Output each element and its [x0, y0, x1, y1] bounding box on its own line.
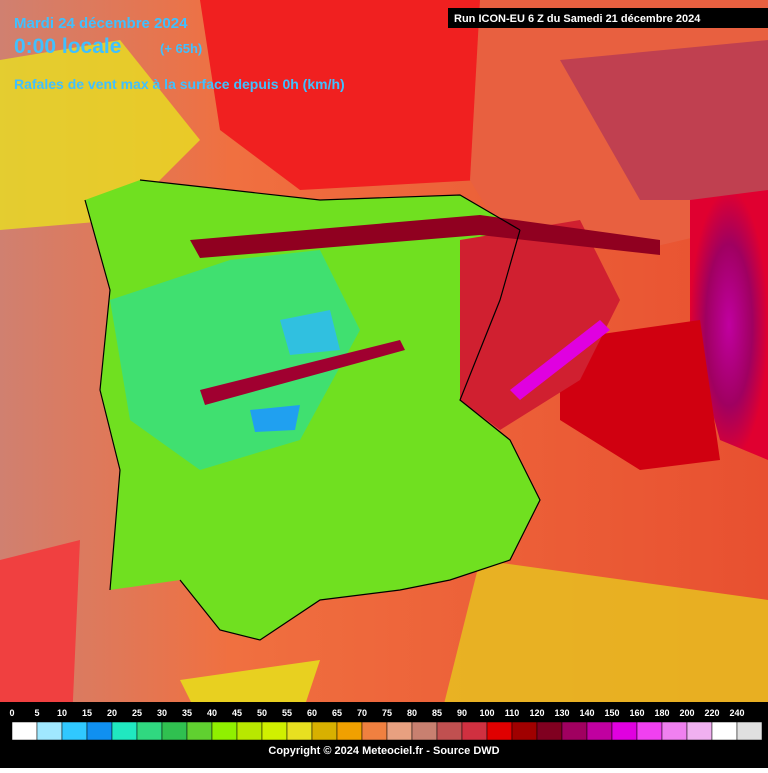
legend-label: 120	[529, 708, 544, 718]
forecast-offset: (+ 65h)	[160, 41, 202, 56]
legend-label: 160	[629, 708, 644, 718]
legend-swatch	[686, 721, 713, 741]
legend-swatch	[11, 721, 38, 741]
legend-label: 55	[282, 708, 292, 718]
legend-swatch	[311, 721, 338, 741]
run-info: Run ICON-EU 6 Z du Samedi 21 décembre 20…	[454, 13, 701, 25]
legend-label: 130	[554, 708, 569, 718]
time: 0:00 locale	[14, 35, 121, 58]
legend-label: 90	[457, 708, 467, 718]
legend-swatch	[561, 721, 588, 741]
legend-swatch	[486, 721, 513, 741]
legend-swatch	[161, 721, 188, 741]
legend: 0 5 10 15 20 25 30 35 40 45 50 55 60 65 70 75 80 85 90 100 1…	[9, 708, 763, 741]
legend-swatch	[361, 721, 388, 741]
legend-swatch	[536, 721, 563, 741]
legend-label: 5	[34, 708, 39, 718]
legend-label: 200	[679, 708, 694, 718]
copyright: Copyright © 2024 Meteociel.fr - Source D…	[268, 745, 499, 757]
legend-label: 180	[654, 708, 669, 718]
legend-swatch	[61, 721, 88, 741]
legend-swatch	[286, 721, 313, 741]
legend-label: 75	[382, 708, 392, 718]
legend-label: 45	[232, 708, 242, 718]
legend-label: 140	[579, 708, 594, 718]
legend-label: 35	[182, 708, 192, 718]
run-box	[448, 8, 768, 28]
legend-swatch	[436, 721, 463, 741]
legend-label: 0	[9, 708, 14, 718]
legend-swatch	[336, 721, 363, 741]
legend-label: 85	[432, 708, 442, 718]
legend-label: 40	[207, 708, 217, 718]
legend-swatch	[661, 721, 688, 741]
legend-label: 65	[332, 708, 342, 718]
legend-swatch	[136, 721, 163, 741]
legend-swatch	[186, 721, 213, 741]
legend-label: 30	[157, 708, 167, 718]
legend-label: 220	[704, 708, 719, 718]
legend-swatch	[211, 721, 238, 741]
legend-swatch	[236, 721, 263, 741]
legend-swatch	[611, 721, 638, 741]
legend-label: 25	[132, 708, 142, 718]
legend-label: 80	[407, 708, 417, 718]
legend-swatch	[711, 721, 738, 741]
legend-label: 110	[505, 708, 520, 718]
legend-swatch	[36, 721, 63, 741]
legend-label: 70	[357, 708, 367, 718]
legend-swatch	[736, 721, 763, 741]
legend-swatch	[261, 721, 288, 741]
legend-label: 150	[604, 708, 619, 718]
legend-swatch	[86, 721, 113, 741]
legend-swatch	[411, 721, 438, 741]
date: Mardi 24 décembre 2024	[14, 15, 188, 32]
legend-swatch	[111, 721, 138, 741]
legend-label: 50	[257, 708, 267, 718]
legend-label: 15	[82, 708, 92, 718]
legend-swatch	[636, 721, 663, 741]
legend-label: 240	[729, 708, 744, 718]
legend-label: 20	[107, 708, 117, 718]
legend-label: 10	[57, 708, 67, 718]
legend-swatch	[461, 721, 488, 741]
legend-label: 60	[307, 708, 317, 718]
legend-swatch	[511, 721, 538, 741]
legend-label: 100	[479, 708, 494, 718]
subtitle: Rafales de vent max à la surface depuis …	[14, 76, 345, 92]
legend-swatch	[586, 721, 613, 741]
legend-swatch	[386, 721, 413, 741]
